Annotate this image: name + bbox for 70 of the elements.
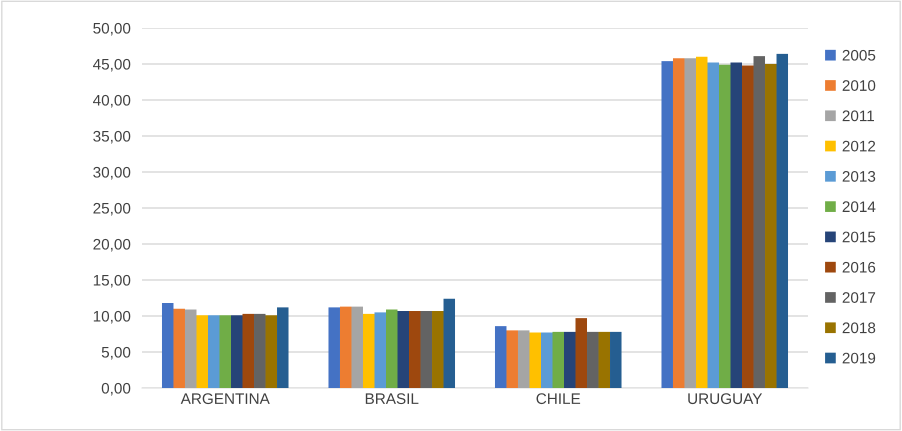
bar [328, 307, 340, 388]
bar [518, 330, 530, 388]
y-tick-label: 45,00 [93, 58, 130, 72]
y-tick-label: 40,00 [93, 94, 130, 108]
legend-label: 2012 [842, 140, 876, 152]
bar [765, 64, 777, 388]
bar [610, 332, 622, 388]
x-tick-label: CHILE [536, 393, 580, 404]
bar [754, 56, 766, 388]
legend-label: 2018 [842, 322, 876, 334]
bar [409, 310, 421, 388]
bar [208, 315, 220, 388]
bar [242, 314, 254, 388]
bar [684, 58, 696, 388]
legend-label: 2013 [842, 171, 876, 182]
bar [552, 332, 564, 388]
bar [587, 332, 599, 388]
legend-label: 2014 [842, 201, 876, 212]
bar [707, 62, 719, 388]
bar [506, 330, 518, 388]
legend-label: 2015 [842, 232, 876, 242]
legend-label: 2005 [842, 50, 876, 61]
bar [730, 62, 742, 388]
bar [661, 61, 673, 388]
y-tick-label: 5,00 [102, 346, 130, 360]
y-tick-label: 10,00 [94, 310, 130, 324]
y-tick-label: 25,00 [93, 202, 130, 216]
bar [598, 332, 610, 388]
bar [220, 315, 231, 388]
bar [362, 314, 374, 388]
bar [696, 56, 708, 388]
bar [196, 315, 208, 388]
x-tick-label: ARGENTINA [180, 393, 270, 404]
y-tick-label: 0,00 [102, 382, 130, 396]
legend-label: 2019 [842, 352, 876, 364]
bar [398, 310, 410, 388]
bar [444, 298, 456, 388]
legend-label: 2011 [842, 110, 874, 122]
y-tick-label: 30,00 [93, 166, 130, 180]
bar [266, 315, 278, 388]
y-tick-label: 15,00 [94, 274, 130, 288]
bar [277, 307, 289, 388]
y-tick-label: 20,00 [93, 238, 130, 252]
x-tick-label: BRASIL [366, 393, 418, 404]
bar [540, 332, 552, 388]
bar [564, 332, 576, 388]
bar [162, 303, 174, 388]
bar [386, 310, 398, 388]
legend-label: 2016 [842, 262, 876, 273]
x-tick-label: URUGUAY [688, 393, 762, 404]
bar [184, 310, 196, 388]
bar [672, 58, 684, 388]
bar [576, 318, 588, 388]
bar [420, 310, 432, 388]
bar [254, 314, 266, 388]
y-tick-label: 50,00 [93, 22, 130, 36]
bar [231, 315, 243, 388]
legend-label: 2010 [842, 80, 876, 91]
bar [173, 308, 185, 388]
bar [776, 54, 788, 388]
bar [432, 310, 444, 388]
bar [719, 64, 730, 388]
bar [742, 65, 754, 388]
bar [340, 306, 352, 388]
bar [374, 312, 386, 388]
legend-label: 2017 [842, 292, 876, 303]
bar [351, 306, 363, 388]
y-tick-label: 35,00 [93, 130, 130, 144]
bar [529, 332, 541, 388]
bar [494, 326, 506, 388]
